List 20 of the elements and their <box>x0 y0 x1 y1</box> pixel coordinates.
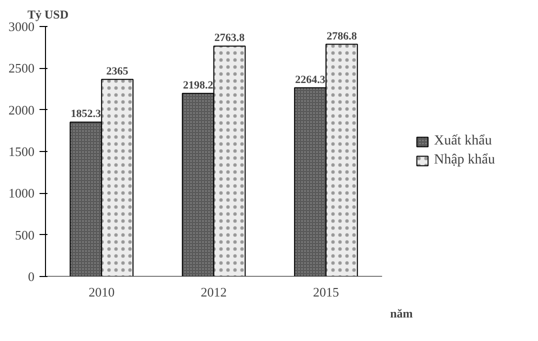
y-axis-title: Tỷ USD <box>28 8 69 22</box>
x-tick-label: 2012 <box>200 284 227 300</box>
y-tick-label: 2000 <box>8 102 34 118</box>
data-label: 2786.8 <box>326 30 358 42</box>
y-tick-label: 1000 <box>8 186 34 201</box>
x-tick-label: 2015 <box>312 284 339 300</box>
x-axis-title: năm <box>390 306 413 320</box>
y-tick-label: 500 <box>15 227 34 242</box>
data-label: 1852.3 <box>70 108 102 120</box>
y-tick-label: 2500 <box>8 60 34 76</box>
y-tick-label: 0 <box>28 269 34 284</box>
data-label: 2264.3 <box>295 74 326 86</box>
y-tick-label: 3000 <box>8 19 34 34</box>
data-label: 2198.2 <box>182 79 214 92</box>
legend-label: Nhập khẩu <box>434 152 495 168</box>
data-label: 2365 <box>106 65 129 78</box>
data-label: 2763.8 <box>214 32 246 44</box>
legend-label: Xuất khẩu <box>434 134 492 150</box>
x-tick-label: 2010 <box>88 284 115 300</box>
y-tick-label: 1500 <box>8 144 34 159</box>
